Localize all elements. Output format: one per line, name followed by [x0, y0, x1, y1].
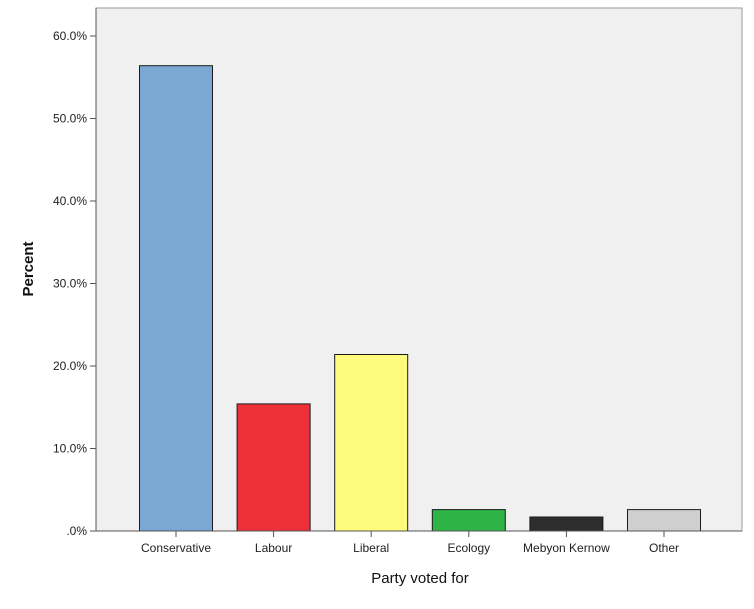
y-tick-label: .0% [66, 524, 87, 538]
x-tick-label: Ecology [447, 541, 490, 555]
x-axis-title: Party voted for [371, 570, 469, 587]
x-tick-label: Conservative [141, 541, 211, 555]
bar-other [627, 509, 701, 532]
y-tick-label: 60.0% [53, 29, 87, 43]
bar-conservative [139, 65, 213, 532]
bar-ecology [431, 509, 506, 532]
y-tick-label: 20.0% [53, 359, 87, 373]
x-axis-ticks: Conservative Labour Liberal Ecology Mebyon K… [141, 531, 679, 555]
y-tick-label: 10.0% [53, 442, 87, 456]
bar-mebyon-kernow [529, 516, 604, 532]
y-axis-ticks: .0% 10.0% 20.0% 30.0% 40.0% 50.0% 60.0% [53, 29, 96, 538]
bar-labour [236, 403, 311, 532]
y-tick-label: 50.0% [53, 112, 87, 126]
x-tick-label: Other [649, 541, 679, 555]
bars-group [139, 65, 701, 532]
bar-liberal [334, 354, 409, 532]
x-tick-label: Liberal [353, 541, 389, 555]
y-axis-title: Percent [20, 241, 37, 296]
x-tick-label: Labour [255, 541, 292, 555]
y-tick-label: 40.0% [53, 194, 87, 208]
y-tick-label: 30.0% [53, 277, 87, 291]
x-tick-label: Mebyon Kernow [523, 541, 610, 555]
